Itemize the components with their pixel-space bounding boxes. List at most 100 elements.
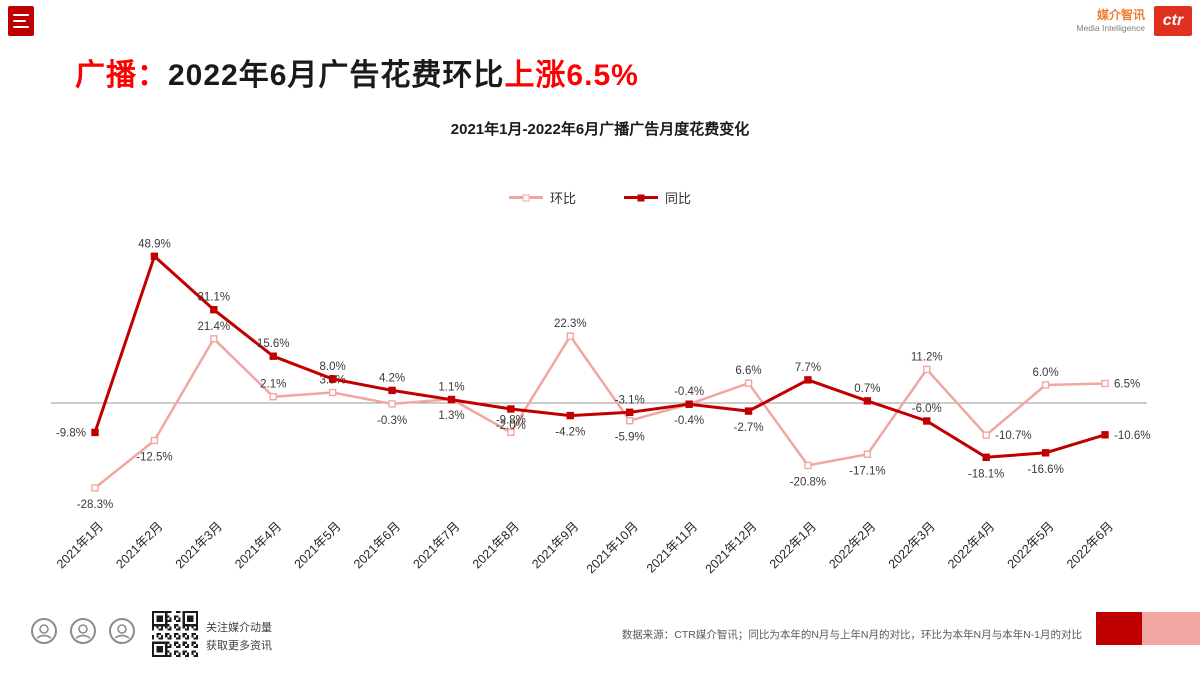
- data-label: -17.1%: [849, 465, 885, 477]
- data-label: 6.6%: [735, 365, 761, 377]
- x-tick-label: 2021年5月: [292, 519, 344, 571]
- data-label: 6.5%: [1114, 379, 1140, 391]
- data-marker: [863, 450, 872, 459]
- data-marker: [269, 392, 277, 401]
- data-label: 31.1%: [198, 292, 231, 304]
- data-label: -28.3%: [77, 499, 113, 511]
- data-marker: [982, 453, 990, 462]
- brand-name-en: Media Intelligence: [1076, 23, 1145, 34]
- data-marker: [447, 395, 456, 404]
- data-marker: [1101, 431, 1109, 439]
- data-label: -2.7%: [734, 422, 764, 434]
- x-tick-label: 2022年5月: [1005, 519, 1057, 571]
- qr-caption: 关注媒介动量 获取更多资讯: [206, 620, 272, 655]
- data-label: -9.8%: [496, 414, 526, 426]
- chart-title: 2021年1月-2022年6月广播广告月度花费变化: [450, 121, 750, 138]
- data-marker: [388, 386, 396, 395]
- data-marker: [388, 400, 396, 408]
- data-label: -4.2%: [555, 427, 585, 439]
- data-label: 15.6%: [257, 338, 290, 350]
- title-prefix: 广播：: [75, 59, 168, 92]
- page-title: 广播：2022年6月广告花费环比上涨6.5%: [75, 50, 639, 94]
- footer-badges: [28, 616, 138, 648]
- x-tick-label: 2021年4月: [232, 519, 284, 571]
- data-marker: [210, 335, 218, 343]
- data-label: 4.2%: [379, 372, 405, 384]
- data-label: -6.0%: [912, 403, 942, 415]
- decor-block-pink: [1142, 612, 1200, 645]
- x-tick-label: 2021年3月: [173, 519, 225, 571]
- data-marker: [507, 405, 515, 413]
- data-label: 6.0%: [1032, 367, 1058, 379]
- data-label: 48.9%: [138, 238, 171, 250]
- data-label: 21.4%: [198, 321, 231, 333]
- x-tick-label: 2022年2月: [826, 519, 878, 571]
- data-label: -10.6%: [1114, 430, 1150, 442]
- data-label: 2.1%: [260, 379, 286, 391]
- data-marker: [744, 407, 753, 415]
- x-tick-label: 2021年2月: [113, 519, 165, 571]
- x-tick-label: 2021年12月: [703, 519, 760, 576]
- data-marker: [626, 416, 634, 425]
- series-line: [94, 334, 1106, 489]
- x-tick-label: 2021年9月: [529, 519, 581, 571]
- ctr-logo: ctr: [1154, 6, 1192, 36]
- line-chart-svg: 2021年1月 2021年2月 2021年3月 2021年4月 2021年5月 2021年…: [51, 238, 1150, 576]
- data-marker: [91, 428, 99, 437]
- data-marker: [150, 252, 159, 260]
- brand-text: 媒介智讯 Media Intelligence: [1076, 8, 1145, 34]
- data-marker: [626, 408, 634, 417]
- data-label: 1.3%: [438, 410, 464, 422]
- menu-icon[interactable]: [8, 6, 34, 36]
- data-label: 22.3%: [554, 318, 587, 330]
- decor-block-dark-red: [1096, 612, 1142, 645]
- data-marker: [1041, 381, 1050, 389]
- title-middle: 2022年6月广告花费环比: [168, 59, 505, 92]
- x-tick-label: 2021年10月: [584, 519, 641, 576]
- data-label: -9.8%: [56, 427, 86, 439]
- data-marker: [269, 352, 277, 360]
- qr-caption-line1: 关注媒介动量: [206, 622, 272, 634]
- data-label: -18.1%: [968, 468, 1004, 480]
- data-marker: [923, 365, 931, 374]
- data-label: -10.7%: [995, 430, 1031, 442]
- data-marker: [566, 332, 574, 340]
- title-highlight: 上涨6.5%: [504, 59, 639, 92]
- x-tick-label: 2022年1月: [767, 519, 819, 571]
- qr-caption-line2: 获取更多资讯: [206, 639, 272, 652]
- data-label: -5.9%: [615, 432, 645, 444]
- data-label: 8.0%: [320, 361, 346, 373]
- x-tick-label: 2021年6月: [351, 519, 403, 571]
- data-label: -16.6%: [1027, 464, 1063, 476]
- data-label: 1.1%: [438, 382, 464, 394]
- data-label: -20.8%: [790, 476, 826, 488]
- legend-item-yoy: 同比: [624, 188, 691, 207]
- legend-label: 环比: [549, 191, 576, 206]
- data-label: -0.4%: [674, 415, 704, 427]
- qr-code: [152, 611, 198, 657]
- data-marker: [744, 379, 753, 387]
- data-label: 11.2%: [911, 351, 943, 363]
- brand-name-cn: 媒介智讯: [1096, 8, 1145, 23]
- badge-icon-3: [109, 618, 135, 644]
- data-marker: [685, 400, 693, 408]
- badge-icon-2: [70, 618, 96, 644]
- brand-block: 媒介智讯 Media Intelligence ctr: [1076, 6, 1192, 36]
- data-marker: [863, 397, 872, 405]
- badge-icon-1: [31, 618, 57, 644]
- data-marker: [804, 376, 812, 384]
- series-yoy: -9.8% 48.9% 31.1% 15.6% 8.0% 4.2% 1.1% -2.0% -4.…: [56, 238, 1150, 480]
- x-tick-label: 2021年11月: [644, 519, 700, 575]
- data-marker: [1041, 449, 1050, 457]
- data-label: -12.5%: [136, 452, 172, 464]
- data-marker: [1101, 379, 1109, 388]
- data-marker: [982, 431, 990, 439]
- data-label: 0.7%: [854, 383, 880, 395]
- data-marker: [328, 375, 337, 383]
- legend-item-mom: 环比: [508, 188, 576, 207]
- data-marker: [923, 417, 931, 425]
- x-tick-label: 2022年3月: [886, 519, 938, 571]
- data-marker: [150, 436, 159, 445]
- legend-label: 同比: [665, 191, 692, 206]
- data-marker: [566, 411, 574, 420]
